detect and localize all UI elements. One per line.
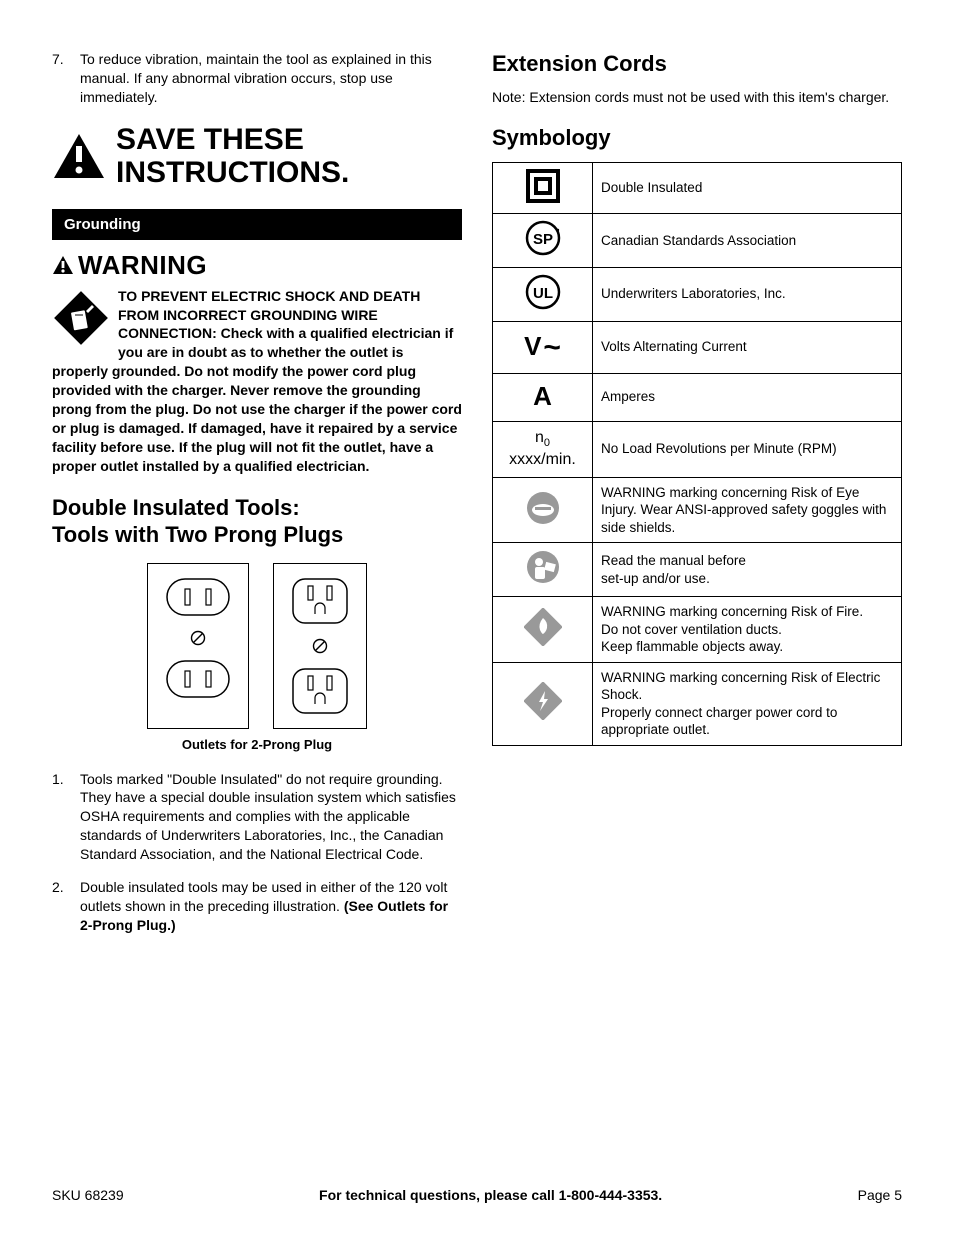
- item-number: 7.: [52, 50, 80, 107]
- right-column: Extension Cords Note: Extension cords mu…: [492, 50, 902, 949]
- table-row: n0 xxxx/min. No Load Revolutions per Min…: [493, 421, 902, 477]
- csa-icon: SP: [525, 220, 561, 256]
- table-row: WARNING marking concerning Risk of Eye I…: [493, 477, 902, 543]
- item-number: 1.: [52, 770, 80, 864]
- save-instructions-heading: SAVE THESE INSTRUCTIONS.: [52, 123, 462, 189]
- item-text: Double insulated tools may be used in ei…: [80, 878, 462, 935]
- footer-page: Page 5: [858, 1187, 902, 1203]
- svg-text:SP: SP: [532, 231, 552, 248]
- outlet-caption: Outlets for 2-Prong Plug: [52, 737, 462, 752]
- grounding-header: Grounding: [52, 209, 462, 240]
- rpm-icon: n0 xxxx/min.: [509, 429, 576, 468]
- item-number: 2.: [52, 878, 80, 935]
- extension-cords-note: Note: Extension cords must not be used w…: [492, 88, 902, 107]
- extension-cords-heading: Extension Cords: [492, 50, 902, 78]
- symbol-description: No Load Revolutions per Minute (RPM): [593, 421, 902, 477]
- table-row: A Amperes: [493, 373, 902, 421]
- manual-diamond-icon: [52, 289, 110, 347]
- list-item-7: 7. To reduce vibration, maintain the too…: [52, 50, 462, 107]
- left-column: 7. To reduce vibration, maintain the too…: [52, 50, 462, 949]
- page-footer: SKU 68239 For technical questions, pleas…: [52, 1187, 902, 1203]
- symbology-heading: Symbology: [492, 124, 902, 152]
- symbol-description: WARNING marking concerning Risk of Fire.…: [593, 597, 902, 663]
- table-row: WARNING marking concerning Risk of Elect…: [493, 662, 902, 745]
- warning-heading: WARNING: [52, 250, 462, 281]
- table-row: UL Underwriters Laboratories, Inc.: [493, 267, 902, 321]
- double-insulated-icon: [526, 169, 560, 203]
- item-text: Tools marked "Double Insulated" do not r…: [80, 770, 462, 864]
- symbol-description: Read the manual before set-up and/or use…: [593, 543, 902, 597]
- outlet-illustrations: [52, 563, 462, 729]
- symbology-table: Double Insulated SP Canadian Standards A…: [492, 162, 902, 746]
- table-row: V~ Volts Alternating Current: [493, 321, 902, 373]
- list-item-1: 1. Tools marked "Double Insulated" do no…: [52, 770, 462, 864]
- symbol-description: WARNING marking concerning Risk of Eye I…: [593, 477, 902, 543]
- symbol-description: Underwriters Laboratories, Inc.: [593, 267, 902, 321]
- svg-text:UL: UL: [533, 285, 553, 302]
- table-row: SP Canadian Standards Association: [493, 214, 902, 268]
- outlet-box-a: [147, 563, 249, 729]
- table-row: Read the manual before set-up and/or use…: [493, 543, 902, 597]
- table-row: Double Insulated: [493, 162, 902, 214]
- table-row: WARNING marking concerning Risk of Fire.…: [493, 597, 902, 663]
- warning-word: WARNING: [78, 250, 207, 281]
- outlet-horizontal-icon: [166, 578, 230, 616]
- not-allowed-icon: [312, 638, 328, 654]
- amperes-icon: A: [533, 381, 552, 411]
- shock-warning-icon: [524, 682, 562, 720]
- symbol-description: Amperes: [593, 373, 902, 421]
- read-manual-icon: [525, 549, 561, 585]
- outlet-ground-icon: [292, 578, 348, 624]
- list-item-2: 2. Double insulated tools may be used in…: [52, 878, 462, 935]
- symbol-description: Double Insulated: [593, 162, 902, 214]
- eye-protection-icon: [525, 490, 561, 526]
- warning-body: TO PREVENT ELECTRIC SHOCK AND DEATH FROM…: [52, 287, 462, 476]
- ul-icon: UL: [525, 274, 561, 310]
- save-instructions-text: SAVE THESE INSTRUCTIONS.: [116, 123, 349, 189]
- fire-warning-icon: [524, 608, 562, 646]
- not-allowed-icon: [190, 630, 206, 646]
- symbol-description: Canadian Standards Association: [593, 214, 902, 268]
- double-insulated-heading: Double Insulated Tools: Tools with Two P…: [52, 494, 462, 549]
- symbol-description: WARNING marking concerning Risk of Elect…: [593, 662, 902, 745]
- symbol-description: Volts Alternating Current: [593, 321, 902, 373]
- footer-sku: SKU 68239: [52, 1187, 124, 1203]
- outlet-ground-icon: [292, 668, 348, 714]
- outlet-box-b: [273, 563, 367, 729]
- footer-phone: For technical questions, please call 1-8…: [319, 1187, 662, 1203]
- item-text: To reduce vibration, maintain the tool a…: [80, 50, 462, 107]
- outlet-horizontal-icon: [166, 660, 230, 698]
- warning-small-triangle-icon: [52, 255, 74, 275]
- volts-ac-icon: V~: [524, 328, 561, 367]
- warning-triangle-icon: [52, 132, 106, 180]
